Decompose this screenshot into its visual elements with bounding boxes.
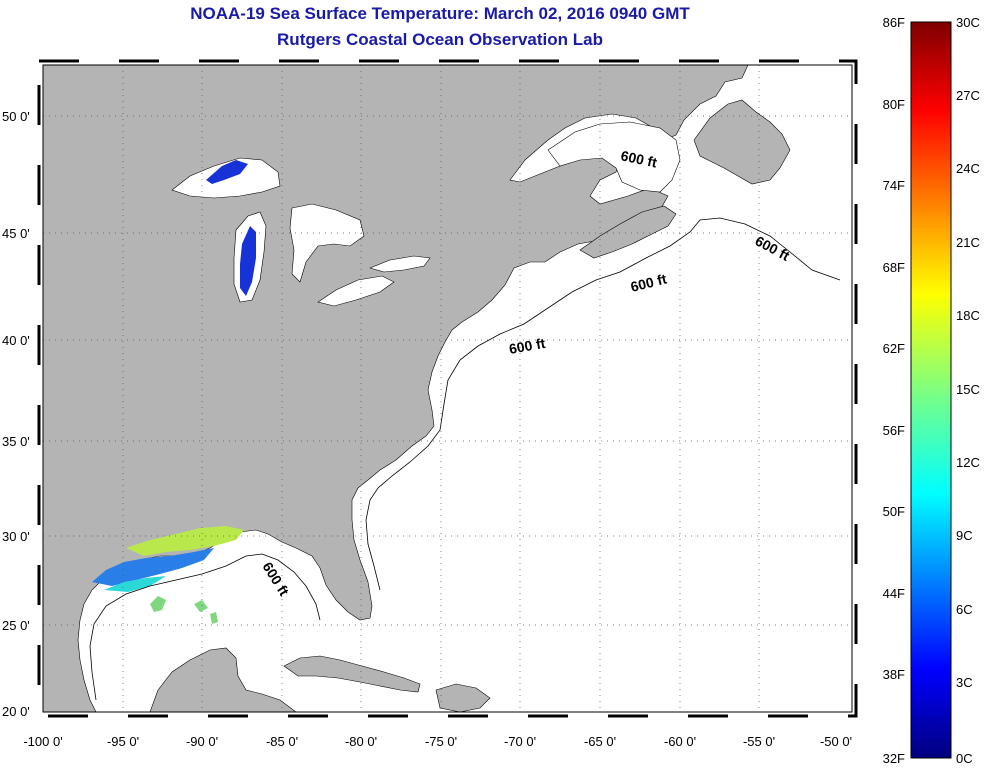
colorbar-label-c: 6C [956, 602, 973, 617]
colorbar-label-c: 15C [956, 382, 980, 397]
colorbar-label-f: 80F [883, 97, 905, 112]
x-tick-label: -85 0' [266, 734, 298, 749]
x-tick-label: -95 0' [107, 734, 139, 749]
y-tick-label: 20 0' [2, 704, 30, 719]
colorbar-label-c: 3C [956, 675, 973, 690]
x-tick-label: -90 0' [186, 734, 218, 749]
colorbar-celsius-labels: 30C 27C 24C 21C 18C 15C 12C 9C 6C 3C 0C [956, 15, 980, 766]
colorbar-label-f: 86F [883, 15, 905, 30]
x-tick-label: -60 0' [664, 734, 696, 749]
colorbar-label-f: 44F [883, 586, 905, 601]
newfoundland-land [693, 99, 791, 185]
map-frame [42, 64, 853, 713]
lake-huron [289, 203, 365, 283]
y-tick-label: 25 0' [2, 618, 30, 633]
x-tick-label: -70 0' [504, 734, 536, 749]
sst-gulf-blue [92, 548, 214, 586]
sst-lake-michigan [240, 226, 256, 296]
sst-gulf-spots [150, 596, 218, 624]
sst-lake-superior [206, 160, 248, 184]
colorbar-label-c: 30C [956, 15, 980, 30]
colorbar-label-c: 27C [956, 88, 980, 103]
y-tick-label: 45 0' [2, 226, 30, 241]
colorbar-label-f: 62F [883, 341, 905, 356]
nova-scotia-land [579, 205, 677, 259]
x-tick-label: -100 0' [23, 734, 62, 749]
x-tick-label: -80 0' [345, 734, 377, 749]
colorbar-gradient [910, 21, 952, 759]
map-subtitle: Rutgers Coastal Ocean Observation Lab [277, 30, 603, 49]
colorbar-fahrenheit-labels: 86F 80F 74F 68F 62F 56F 50F 44F 38F 32F [883, 15, 905, 766]
hispaniola-land [435, 683, 491, 712]
x-tick-label: -65 0' [584, 734, 616, 749]
y-tick-label: 50 0' [2, 109, 30, 124]
lake-erie [317, 275, 395, 307]
colorbar-label-f: 50F [883, 504, 905, 519]
yucatan-land [149, 647, 297, 712]
colorbar-label-f: 32F [883, 751, 905, 766]
x-tick-label: -50 0' [820, 734, 852, 749]
cuba-land [283, 655, 421, 693]
colorbar-label-c: 12C [956, 455, 980, 470]
x-tick-label: -75 0' [425, 734, 457, 749]
y-tick-label: 35 0' [2, 434, 30, 449]
map-title: NOAA-19 Sea Surface Temperature: March 0… [190, 4, 690, 23]
gulf-st-lawrence [547, 121, 681, 193]
depth-contour-600ft [365, 217, 841, 591]
x-tick-label: -55 0' [743, 734, 775, 749]
colorbar-label-f: 38F [883, 667, 905, 682]
colorbar-label-f: 68F [883, 260, 905, 275]
colorbar-label-c: 18C [956, 308, 980, 323]
contour-label: 600 ft [619, 147, 658, 170]
lake-ontario [369, 255, 431, 273]
colorbar-label-c: 24C [956, 161, 980, 176]
x-axis-ticks: -100 0' -95 0' -90 0' -85 0' -80 0' -75 … [23, 734, 852, 749]
sst-gulf-green [126, 526, 244, 556]
y-tick-label: 40 0' [2, 333, 30, 348]
y-tick-label: 30 0' [2, 529, 30, 544]
colorbar-label-f: 56F [883, 423, 905, 438]
sst-gulf-cyan [104, 576, 166, 592]
colorbar-label-c: 9C [956, 528, 973, 543]
map-border-ticks [37, 59, 858, 718]
colorbar-label-f: 74F [883, 178, 905, 193]
contour-label: 600 ft [508, 335, 547, 357]
colorbar-label-c: 21C [956, 235, 980, 250]
colorbar-label-c: 0C [956, 751, 973, 766]
gulf-contour-600ft [89, 553, 321, 701]
colorbar: 86F 80F 74F 68F 62F 56F 50F 44F 38F 32F … [883, 15, 980, 766]
y-axis-ticks: 50 0' 45 0' 40 0' 35 0' 30 0' 25 0' 20 0… [2, 109, 30, 719]
